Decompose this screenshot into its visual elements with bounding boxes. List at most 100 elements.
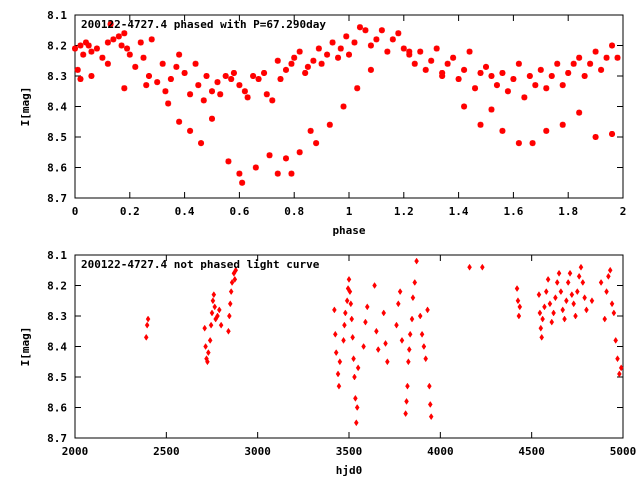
data-point — [576, 54, 583, 61]
data-point — [144, 321, 150, 329]
data-point — [352, 373, 357, 381]
data-point — [543, 288, 549, 296]
y-tick-label: 8.5 — [47, 371, 67, 384]
y-axis-label: I[mag] — [19, 87, 32, 127]
data-point — [77, 76, 84, 83]
data-point — [589, 297, 595, 305]
x-tick-label: 0.8 — [284, 205, 304, 218]
data-point — [417, 48, 424, 55]
data-point — [396, 300, 401, 308]
data-point — [236, 82, 243, 89]
data-point — [615, 355, 620, 363]
data-point — [569, 291, 575, 299]
data-point — [395, 30, 402, 37]
data-point — [515, 297, 521, 305]
data-point — [335, 370, 341, 378]
data-point — [348, 300, 354, 308]
data-point — [375, 346, 381, 354]
data-point — [378, 27, 385, 34]
data-point — [403, 410, 408, 418]
data-point — [192, 60, 199, 67]
data-point — [203, 343, 208, 350]
data-point — [439, 69, 446, 76]
data-point — [603, 54, 610, 61]
y-tick-label: 8.4 — [47, 341, 67, 354]
data-point — [342, 321, 347, 329]
data-point — [466, 48, 473, 55]
data-point — [617, 370, 622, 378]
data-point — [592, 48, 599, 55]
data-point — [195, 82, 202, 89]
data-point — [488, 73, 495, 79]
data-point — [217, 91, 224, 98]
data-point — [121, 30, 128, 37]
data-point — [118, 42, 125, 49]
data-point — [547, 300, 553, 308]
y-tick-label: 8.5 — [47, 131, 67, 144]
data-point — [124, 45, 131, 52]
data-point — [282, 66, 289, 73]
data-point — [374, 327, 379, 335]
data-point — [227, 300, 233, 308]
data-point — [318, 60, 325, 67]
data-point — [110, 36, 117, 43]
data-point — [598, 278, 604, 286]
y-tick-label: 8.2 — [47, 280, 67, 293]
data-point — [72, 45, 78, 52]
data-point — [205, 358, 210, 366]
y-tick-label: 8.1 — [47, 249, 67, 262]
data-point — [107, 21, 114, 28]
data-point — [417, 312, 423, 320]
data-point — [567, 269, 573, 277]
data-point — [428, 413, 434, 421]
data-point — [611, 309, 617, 317]
data-point — [532, 82, 539, 89]
data-point — [343, 33, 350, 40]
data-point — [354, 404, 360, 411]
data-point — [232, 275, 238, 283]
data-point — [493, 82, 500, 89]
data-point — [214, 79, 221, 86]
data-point — [261, 69, 268, 76]
x-tick-label: 1.6 — [503, 205, 523, 218]
data-point — [222, 73, 229, 79]
data-point — [228, 76, 235, 83]
data-point — [148, 36, 155, 43]
data-point — [554, 60, 561, 67]
data-point — [517, 303, 523, 311]
data-point — [409, 315, 415, 323]
data-point — [354, 85, 361, 92]
data-point — [559, 121, 566, 128]
data-point — [421, 343, 427, 350]
data-point — [353, 394, 358, 402]
data-point — [255, 76, 262, 83]
data-point — [580, 278, 586, 286]
data-point — [159, 60, 166, 67]
data-point — [313, 140, 320, 147]
data-point — [209, 88, 215, 95]
data-point — [556, 269, 562, 277]
data-point — [406, 51, 413, 58]
data-point — [477, 121, 484, 128]
data-point — [315, 45, 322, 52]
data-point — [181, 69, 188, 76]
data-point — [361, 343, 366, 350]
data-point — [227, 312, 232, 320]
data-point — [565, 278, 571, 286]
y-tick-label: 8.1 — [47, 9, 67, 22]
data-point — [99, 54, 106, 61]
data-point — [187, 127, 194, 134]
data-point — [444, 60, 451, 67]
data-point — [351, 355, 356, 363]
data-point — [461, 66, 468, 73]
data-point — [450, 54, 457, 61]
data-point — [406, 48, 413, 55]
data-point — [244, 94, 251, 101]
data-point — [200, 97, 207, 104]
data-point — [483, 63, 489, 70]
data-point — [167, 76, 174, 83]
data-point — [337, 358, 343, 366]
data-point — [564, 297, 569, 305]
data-point — [602, 315, 608, 323]
